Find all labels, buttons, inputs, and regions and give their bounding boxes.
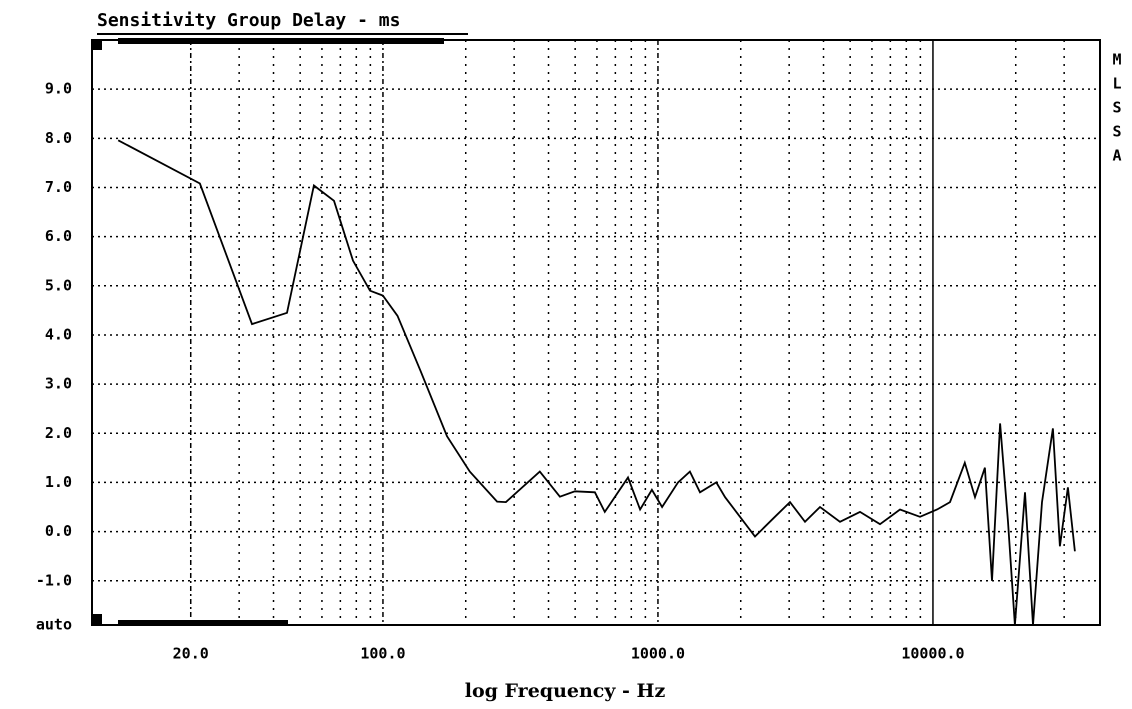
- y-tick-label: 5.0: [45, 276, 72, 294]
- y-tick-label: 1.0: [45, 473, 72, 491]
- y-tick-label: 3.0: [45, 375, 72, 393]
- frame-corner: [92, 40, 102, 50]
- x-tick-label: 100.0: [360, 645, 405, 663]
- side-label: M: [1112, 51, 1121, 69]
- y-tick-label: 6.0: [45, 227, 72, 245]
- side-label: A: [1112, 147, 1121, 165]
- y-tick-label: 8.0: [45, 129, 72, 147]
- data-line: [117, 139, 1076, 625]
- y-tick-label: 2.0: [45, 424, 72, 442]
- y-tick-label: auto: [36, 616, 72, 634]
- y-tick-label: 0.0: [45, 522, 72, 540]
- plot-frame: [91, 39, 1101, 626]
- side-label: L: [1112, 75, 1121, 93]
- frame-corner: [92, 614, 102, 625]
- side-label: S: [1112, 99, 1121, 117]
- x-tick-label: 10000.0: [901, 645, 964, 663]
- x-tick-label: 1000.0: [631, 645, 685, 663]
- y-tick-label: 4.0: [45, 325, 72, 343]
- frame-bar: [118, 620, 288, 626]
- y-tick-label: 9.0: [45, 80, 72, 98]
- frame-bar: [118, 38, 444, 44]
- x-tick-label: 20.0: [173, 645, 209, 663]
- side-label: S: [1112, 123, 1121, 141]
- chart-title: Sensitivity Group Delay - ms: [97, 10, 400, 31]
- y-tick-label: -1.0: [36, 571, 72, 589]
- y-tick-label: 7.0: [45, 178, 72, 196]
- x-axis-label: log Frequency - Hz: [465, 680, 666, 702]
